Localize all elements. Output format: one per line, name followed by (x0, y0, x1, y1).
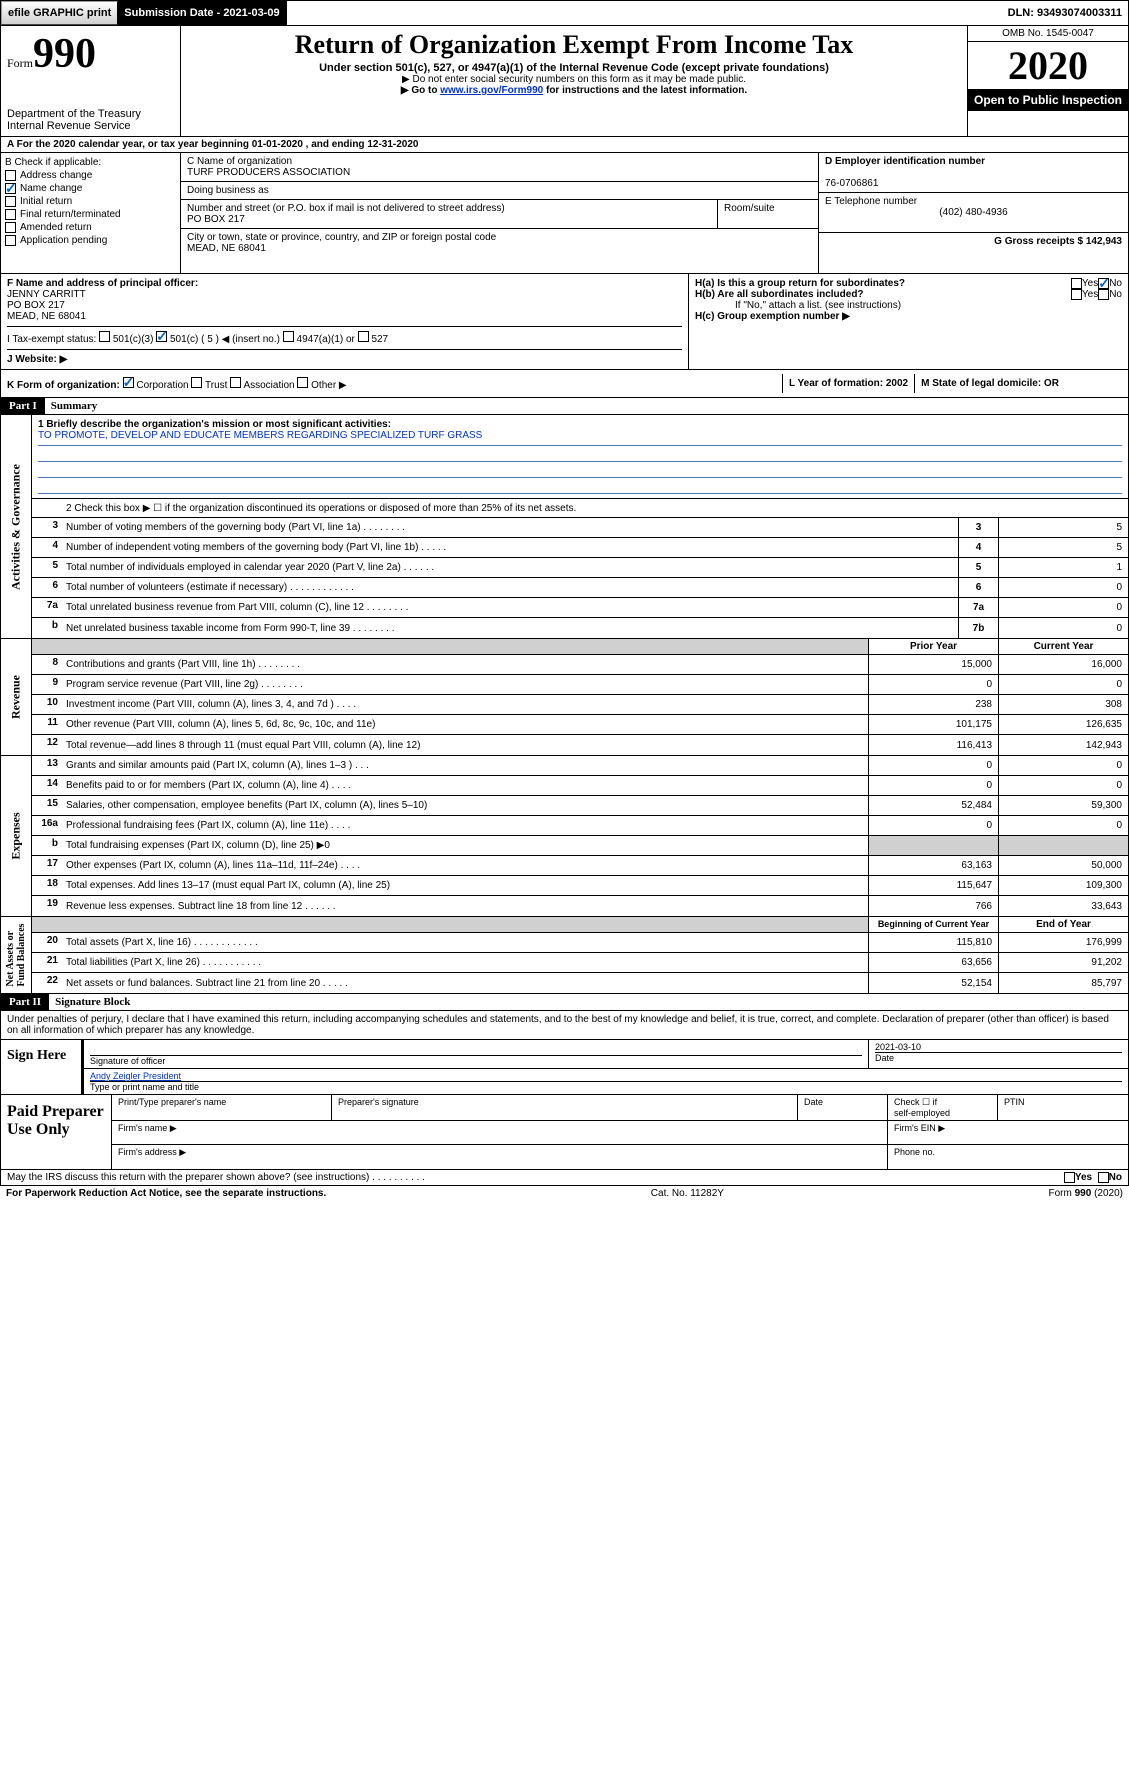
summary-line: 16aProfessional fundraising fees (Part I… (32, 816, 1128, 836)
part1-header: Part I Summary (0, 398, 1129, 415)
department: Department of the Treasury Internal Reve… (7, 108, 174, 132)
box-c-city: City or town, state or province, country… (181, 228, 818, 257)
discuss-row: May the IRS discuss this return with the… (0, 1170, 1129, 1186)
box-b-item: Amended return (5, 222, 176, 233)
summary-line: 20Total assets (Part X, line 16) . . . .… (32, 933, 1128, 953)
summary-line: 12Total revenue—add lines 8 through 11 (… (32, 735, 1128, 755)
summary-line: 15Salaries, other compensation, employee… (32, 796, 1128, 816)
box-b-item: Initial return (5, 196, 176, 207)
dln: DLN: 93493074003311 (1002, 1, 1128, 25)
summary-line: 9Program service revenue (Part VIII, lin… (32, 675, 1128, 695)
vlabel-net: Net Assets orFund Balances (1, 917, 31, 993)
subtitle-2b: ▶ Go to www.irs.gov/Form990 for instruct… (185, 85, 963, 96)
prior-current-header: Prior Year Current Year (32, 639, 1128, 655)
paid-preparer-block: Paid Preparer Use Only Print/Type prepar… (0, 1095, 1129, 1170)
row-m: M State of legal domicile: OR (914, 374, 1065, 393)
footer: For Paperwork Reduction Act Notice, see … (0, 1186, 1129, 1201)
subtitle-2a: ▶ Do not enter social security numbers o… (185, 74, 963, 85)
form-header: Form990 Department of the Treasury Inter… (0, 26, 1129, 137)
open-public: Open to Public Inspection (968, 89, 1128, 111)
officer-name: Andy Zeigler PresidentType or print name… (84, 1069, 1128, 1094)
box-d: D Employer identification number 76-0706… (819, 153, 1128, 193)
sign-date: 2021-03-10Date (868, 1040, 1128, 1068)
irs-link[interactable]: www.irs.gov/Form990 (440, 85, 543, 96)
row-j: J Website: ▶ (7, 354, 682, 365)
summary-line: 17Other expenses (Part IX, column (A), l… (32, 856, 1128, 876)
summary-line: 8Contributions and grants (Part VIII, li… (32, 655, 1128, 675)
summary-line: 6Total number of volunteers (estimate if… (32, 578, 1128, 598)
summary-line: 18Total expenses. Add lines 13–17 (must … (32, 876, 1128, 896)
box-b: B Check if applicable: Address change Nam… (1, 153, 181, 273)
fgh-block: F Name and address of principal officer:… (0, 274, 1129, 370)
form-number: Form990 (7, 30, 174, 78)
box-c-name: C Name of organization TURF PRODUCERS AS… (181, 153, 818, 182)
summary-line: 10Investment income (Part VIII, column (… (32, 695, 1128, 715)
info-block: B Check if applicable: Address change Nam… (0, 153, 1129, 274)
vlabel-revenue: Revenue (1, 639, 31, 755)
summary-line: 13Grants and similar amounts paid (Part … (32, 756, 1128, 776)
perjury-text: Under penalties of perjury, I declare th… (1, 1011, 1128, 1040)
line-2: 2 Check this box ▶ ☐ if the organization… (62, 499, 1128, 517)
vlabel-expenses: Expenses (1, 756, 31, 916)
summary-line: 21Total liabilities (Part X, line 26) . … (32, 953, 1128, 973)
box-h: H(a) Is this a group return for subordin… (688, 274, 1128, 369)
form-title: Return of Organization Exempt From Incom… (185, 30, 963, 60)
summary-line: 11Other revenue (Part VIII, column (A), … (32, 715, 1128, 735)
tax-year: 2020 (968, 42, 1128, 89)
summary-line: 3Number of voting members of the governi… (32, 518, 1128, 538)
summary-line: bTotal fundraising expenses (Part IX, co… (32, 836, 1128, 856)
box-c-street: Number and street (or P.O. box if mail i… (181, 200, 718, 228)
box-e: E Telephone number (402) 480-4936 (819, 193, 1128, 233)
summary-line: 22Net assets or fund balances. Subtract … (32, 973, 1128, 993)
box-g: G Gross receipts $ 142,943 (819, 233, 1128, 273)
summary-line: 5Total number of individuals employed in… (32, 558, 1128, 578)
begin-end-header: Beginning of Current Year End of Year (32, 917, 1128, 933)
box-b-item: Final return/terminated (5, 209, 176, 220)
signature-field: Signature of officer (84, 1040, 868, 1068)
summary-line: 4Number of independent voting members of… (32, 538, 1128, 558)
part2-header: Part II Signature Block (0, 994, 1129, 1011)
box-f: F Name and address of principal officer:… (7, 278, 682, 327)
omb-number: OMB No. 1545-0047 (968, 26, 1128, 42)
submission-date: Submission Date - 2021-03-09 (118, 1, 286, 25)
row-l: L Year of formation: 2002 (782, 374, 914, 393)
box-b-header: B Check if applicable: (5, 157, 176, 168)
row-i: I Tax-exempt status: 501(c)(3) 501(c) ( … (7, 331, 682, 350)
summary-line: 19Revenue less expenses. Subtract line 1… (32, 896, 1128, 916)
box-c-room: Room/suite (718, 200, 818, 228)
box-b-item: Address change (5, 170, 176, 181)
box-b-item: Name change (5, 183, 176, 194)
box-b-item: Application pending (5, 235, 176, 246)
efile-print-button[interactable]: efile GRAPHIC print (1, 1, 118, 25)
summary-line: 7aTotal unrelated business revenue from … (32, 598, 1128, 618)
top-bar: efile GRAPHIC print Submission Date - 20… (0, 0, 1129, 26)
sign-here-label: Sign Here (1, 1040, 81, 1094)
summary-line: 14Benefits paid to or for members (Part … (32, 776, 1128, 796)
box-c-dba: Doing business as (181, 182, 818, 200)
row-a: A For the 2020 calendar year, or tax yea… (0, 137, 1129, 153)
line-1-mission: 1 Briefly describe the organization's mi… (32, 415, 1128, 498)
officer-name-link[interactable]: Andy Zeigler President (90, 1071, 181, 1081)
summary-line: bNet unrelated business taxable income f… (32, 618, 1128, 638)
vlabel-governance: Activities & Governance (1, 415, 31, 638)
row-k: K Form of organization: Corporation Trus… (0, 370, 1129, 398)
subtitle-1: Under section 501(c), 527, or 4947(a)(1)… (185, 62, 963, 74)
